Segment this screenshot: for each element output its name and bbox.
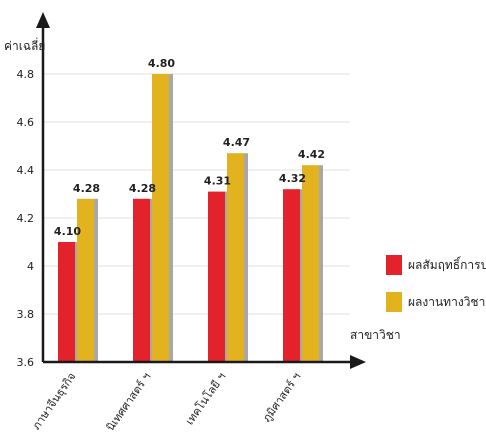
y-tick-label: 4: [27, 260, 34, 273]
bar: [227, 153, 244, 362]
bar: [283, 189, 300, 362]
value-labels: 4.10 4.28 4.28 4.80 4.31 4.47 4.32 4.42: [54, 57, 325, 238]
bars: [58, 74, 323, 362]
y-tick-labels: 3.6 3.8 4 4.2 4.4 4.6 4.8: [17, 68, 35, 369]
bar-shadow: [94, 198, 98, 362]
y-tick-label: 3.8: [17, 308, 35, 321]
y-tick-label: 4.8: [17, 68, 35, 81]
data-label: 4.47: [223, 136, 250, 149]
x-tick-label: ภูมิศาสตร์ ฯ: [260, 370, 303, 424]
y-tick-label: 4.4: [17, 164, 35, 177]
legend-swatch: [386, 255, 402, 275]
y-tick-label: 4.6: [17, 116, 35, 129]
bar: [152, 74, 169, 362]
x-tick-label: นิเทศศาสตร์ ฯ: [104, 370, 154, 433]
data-label: 4.10: [54, 225, 81, 238]
data-label: 4.28: [129, 182, 156, 195]
legend-label: ผลงานทางวิชาการ: [408, 295, 486, 309]
x-axis-title: สาขาวิชา: [350, 328, 401, 342]
x-tick-labels: ภาษาจีนธุรกิจ นิเทศศาสตร์ ฯ เทคโนโลยี ฯ ภูม…: [30, 370, 304, 434]
x-tick-label: เทคโนโลยี ฯ: [182, 370, 228, 428]
y-axis-title: ค่าเฉลี่ย: [4, 37, 45, 53]
data-label: 4.32: [279, 172, 306, 185]
legend-label: ผลสัมฤทธิ์การปฏิบัติ: [408, 256, 486, 272]
y-tick-label: 3.6: [17, 356, 35, 369]
data-label: 4.28: [73, 182, 100, 195]
legend-swatch: [386, 292, 402, 312]
bar: [208, 191, 225, 362]
x-axis-arrow: [350, 355, 366, 369]
bar: [77, 198, 94, 362]
data-label: 4.31: [204, 175, 231, 188]
bar: [58, 242, 75, 362]
bar-shadow: [244, 153, 248, 362]
bar: [302, 165, 319, 362]
data-label: 4.80: [148, 57, 175, 70]
axes: [36, 12, 366, 369]
x-tick-label: ภาษาจีนธุรกิจ: [30, 370, 79, 432]
bar: [133, 198, 150, 362]
legend: ผลสัมฤทธิ์การปฏิบัติผลงานทางวิชาการ: [386, 255, 486, 312]
y-tick-label: 4.2: [17, 212, 35, 225]
bar-shadow: [169, 74, 173, 362]
bar-shadow: [319, 165, 323, 362]
y-axis-arrow: [36, 12, 50, 28]
data-label: 4.42: [298, 148, 325, 161]
